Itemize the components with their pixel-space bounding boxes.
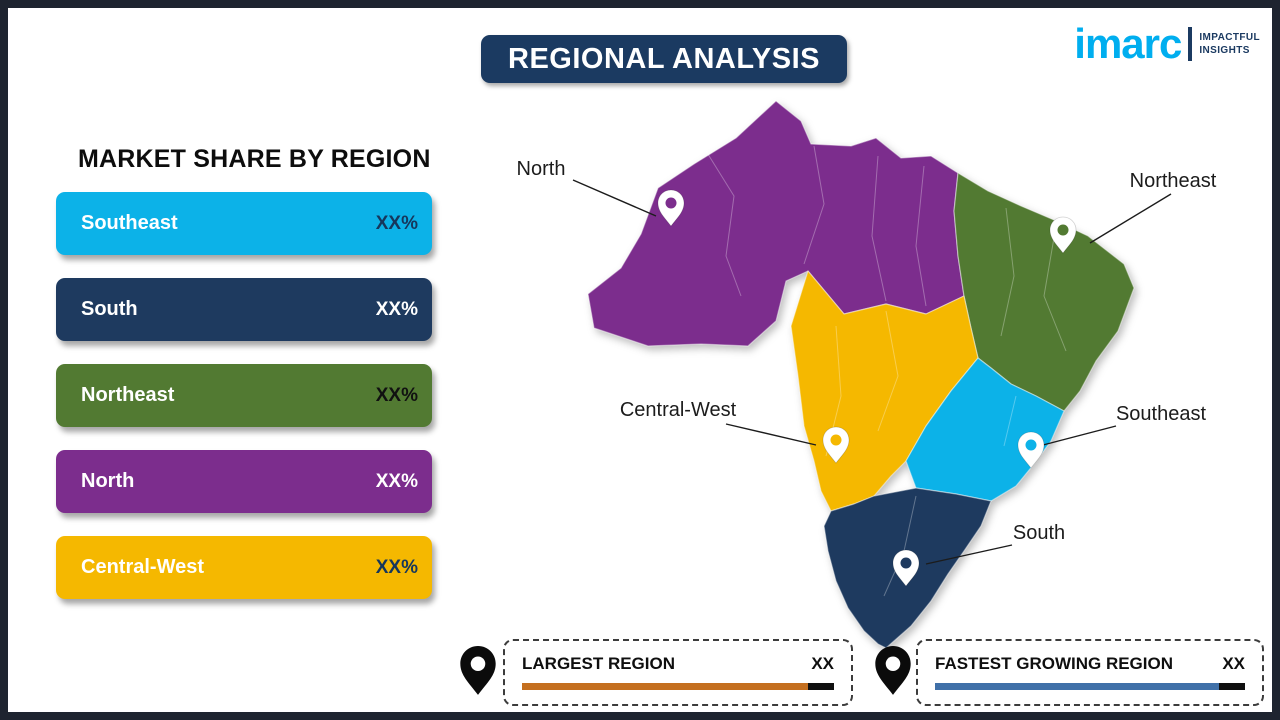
market-share-heading: MARKET SHARE BY REGION — [78, 145, 431, 173]
callout-line-south — [925, 544, 1013, 565]
map-label-central-west: Central-West — [620, 399, 737, 421]
callout-line-southeast — [1042, 425, 1117, 446]
imarc-logo: imarc IMPACTFUL INSIGHTS — [1074, 20, 1260, 67]
map-callout-lines — [572, 179, 1172, 565]
bar-end-cap — [1219, 683, 1245, 690]
state-borders-decoration — [705, 145, 1067, 597]
map-pins — [657, 189, 1077, 587]
share-bar-label: Southeast — [81, 212, 178, 234]
map-label-north: North — [517, 158, 566, 180]
share-bar-value: XX% — [375, 384, 418, 406]
share-bar-value: XX% — [375, 556, 418, 578]
fastest-growing-value: XX — [1222, 654, 1245, 673]
largest-region-pin-icon — [460, 646, 496, 695]
logo-divider — [1188, 27, 1193, 61]
share-bar-value: XX% — [375, 212, 418, 234]
share-bar-label: North — [81, 470, 135, 492]
page-title: REGIONAL ANALYSIS — [481, 35, 847, 83]
fastest-growing-label: FASTEST GROWING REGION — [935, 654, 1174, 673]
largest-region-label: LARGEST REGION — [522, 654, 676, 673]
share-bar-south: South XX% — [56, 278, 432, 341]
callout-line-north — [572, 179, 657, 217]
bar-end-cap — [808, 683, 834, 690]
pin-central-west — [822, 426, 850, 464]
logo-tagline-line2: INSIGHTS — [1199, 45, 1250, 56]
fastest-growing-box: FASTEST GROWING REGION XX — [916, 639, 1264, 706]
map-label-southeast: Southeast — [1116, 403, 1207, 425]
brazil-map: North Northeast Central-West Southeast S… — [517, 100, 1217, 649]
map-label-south: South — [1013, 522, 1065, 544]
pin-north — [657, 189, 685, 227]
share-bar-label: Northeast — [81, 384, 175, 406]
map-region-southeast — [905, 357, 1065, 502]
fastest-growing-bar — [935, 683, 1245, 690]
pin-south — [892, 549, 920, 587]
logo-tagline: IMPACTFUL INSIGHTS — [1199, 32, 1260, 56]
share-bar-central-west: Central-West XX% — [56, 536, 432, 599]
largest-region-bar — [522, 683, 834, 690]
share-bar-northeast: Northeast XX% — [56, 364, 432, 427]
market-share-bars: Southeast XX% South XX% Northeast XX% No… — [56, 192, 432, 622]
share-bar-southeast: Southeast XX% — [56, 192, 432, 255]
logo-tagline-line1: IMPACTFUL — [1199, 32, 1260, 43]
imarc-logo-wordmark: imarc — [1074, 20, 1182, 67]
map-label-northeast: Northeast — [1130, 170, 1217, 192]
share-bar-value: XX% — [375, 470, 418, 492]
callout-line-central-west — [725, 423, 817, 446]
share-bar-value: XX% — [375, 298, 418, 320]
largest-region-box: LARGEST REGION XX — [503, 639, 853, 706]
pin-southeast — [1017, 431, 1045, 469]
share-bar-label: South — [81, 298, 138, 320]
share-bar-label: Central-West — [81, 556, 204, 578]
fastest-growing-pin-icon — [875, 646, 911, 695]
share-bar-north: North XX% — [56, 450, 432, 513]
largest-region-value: XX — [811, 654, 834, 673]
pin-northeast — [1049, 216, 1077, 254]
callout-line-northeast — [1089, 193, 1172, 244]
